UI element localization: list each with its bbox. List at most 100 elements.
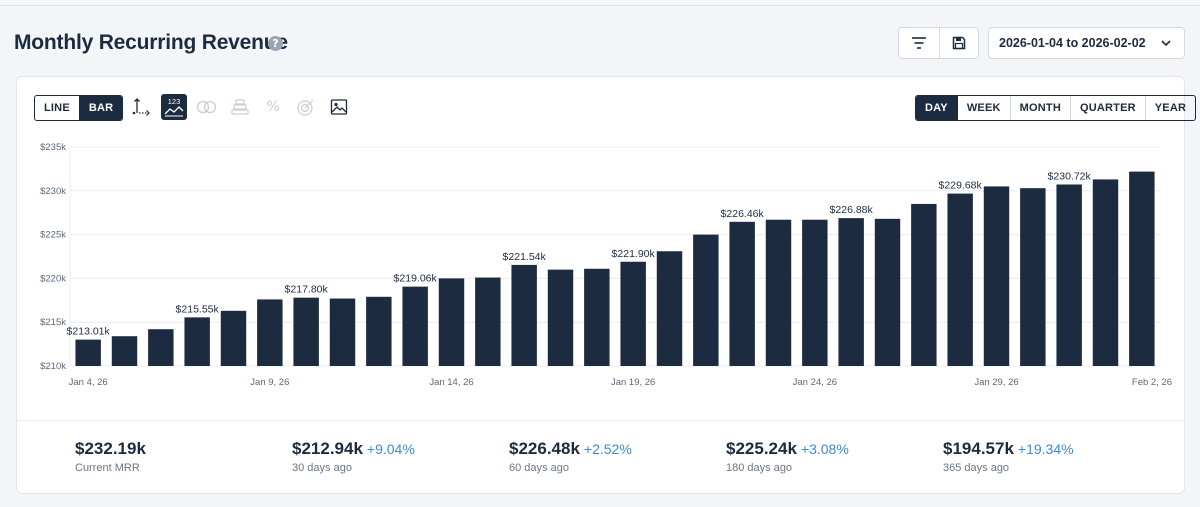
bar (75, 339, 101, 366)
export-image-button[interactable] (326, 94, 352, 120)
bar (402, 286, 428, 366)
bar (1020, 188, 1046, 366)
period-toggle: DAY WEEK MONTH QUARTER YEAR (915, 95, 1197, 121)
bar (220, 310, 247, 366)
bar (838, 218, 864, 366)
bar (366, 296, 392, 366)
period-year[interactable]: YEAR (1144, 96, 1195, 120)
bar (1092, 179, 1119, 366)
data-labels-icon: 123 (164, 97, 184, 117)
bar (1129, 171, 1155, 366)
bar (475, 277, 501, 366)
stat-current-mrr: $232.19k Current MRR (75, 439, 146, 474)
y-tick-label: $235k (40, 142, 66, 153)
stat-value: $226.48k (509, 439, 580, 458)
stack-icon (231, 99, 249, 115)
bar (184, 317, 210, 366)
y-tick-label: $215k (40, 317, 66, 328)
stat-label: 60 days ago (509, 462, 569, 474)
goal-button[interactable] (293, 94, 319, 120)
save-icon (952, 36, 965, 50)
y-tick-label: $220k (40, 273, 66, 284)
x-tick-label: Jan 29, 26 (974, 377, 1018, 388)
period-month[interactable]: MONTH (1009, 96, 1070, 120)
page-title: Monthly Recurring Revenue (14, 31, 288, 54)
help-icon[interactable]: ? (268, 36, 283, 51)
x-tick-label: Jan 24, 26 (793, 377, 837, 388)
bar (438, 278, 465, 366)
x-tick-label: Feb 2, 26 (1132, 377, 1172, 388)
bar (765, 219, 792, 366)
stat-change: +2.52% (583, 441, 632, 457)
y-tick-label: $230k (40, 186, 66, 197)
view-actions (898, 27, 979, 59)
line-chart-option[interactable]: LINE (44, 102, 70, 114)
period-day[interactable]: DAY (916, 96, 957, 120)
x-tick-label: Jan 19, 26 (611, 377, 655, 388)
bar (729, 221, 755, 366)
stat-label: 365 days ago (943, 462, 1010, 474)
date-range-select[interactable]: 2026-01-04 to 2026-02-02 (988, 27, 1185, 59)
bar (983, 186, 1010, 366)
x-tick-label: Jan 14, 26 (429, 377, 473, 388)
data-label: $230.72k (1048, 170, 1092, 182)
data-label: $217.80k (285, 284, 329, 296)
data-label: $215.55k (176, 303, 220, 315)
stat-365-days: $194.57k +19.34% 365 days ago (943, 439, 1074, 474)
y-tick-label: $225k (40, 230, 66, 241)
stat-change: +3.08% (800, 441, 849, 457)
save-button[interactable] (938, 28, 979, 58)
stat-60-days: $226.48k +2.52% 60 days ago (509, 439, 632, 474)
stat-change: +19.34% (1017, 441, 1074, 457)
bar (257, 299, 283, 366)
stat-value: $194.57k (943, 439, 1014, 458)
stat-label: Current MRR (75, 462, 140, 474)
bar (911, 203, 937, 366)
percent-icon: % (266, 99, 280, 115)
bar-chart-option[interactable]: BAR (78, 96, 123, 120)
bar (693, 234, 719, 366)
percent-button[interactable]: % (260, 94, 286, 120)
period-week[interactable]: WEEK (956, 96, 1010, 120)
bar (148, 329, 174, 366)
stat-value: $232.19k (75, 439, 146, 458)
x-tick-label: Jan 4, 26 (69, 377, 108, 388)
chart-type-toggle: LINE BAR (34, 95, 124, 121)
date-range-value: 2026-01-04 to 2026-02-02 (999, 36, 1146, 50)
stack-button[interactable] (227, 94, 253, 120)
stat-180-days: $225.24k +3.08% 180 days ago (726, 439, 849, 474)
period-quarter[interactable]: QUARTER (1069, 96, 1145, 120)
axis-icon (132, 98, 150, 116)
bar (547, 269, 574, 366)
bar (511, 264, 537, 366)
mrr-bar-chart: $210k $215k $220k $225k $230k $235k $213.01k $2… (40, 142, 1172, 388)
bar (111, 336, 138, 366)
bar (947, 193, 973, 366)
data-label: $213.01k (67, 326, 111, 338)
data-label: $226.88k (830, 204, 874, 216)
x-tick-label: Jan 9, 26 (250, 377, 289, 388)
stat-30-days: $212.94k +9.04% 30 days ago (292, 439, 415, 474)
compare-icon (196, 100, 217, 114)
data-label: $229.68k (939, 180, 983, 192)
bar (656, 251, 683, 366)
stat-value: $225.24k (726, 439, 797, 458)
bar (293, 297, 319, 366)
stats-divider (16, 420, 1185, 421)
stat-change: +9.04% (366, 441, 415, 457)
image-icon (330, 99, 348, 115)
bar (329, 298, 356, 366)
goal-icon (297, 99, 314, 116)
axis-toggle-button[interactable] (128, 94, 154, 120)
filter-button[interactable] (899, 28, 939, 58)
bar (1056, 184, 1082, 366)
y-tick-label: $210k (40, 361, 66, 372)
data-labels-button[interactable]: 123 (161, 94, 187, 120)
data-label: $226.46k (721, 208, 765, 220)
filter-icon (911, 37, 926, 49)
compare-button[interactable] (194, 94, 220, 120)
data-labels-icon-text: 123 (168, 97, 181, 106)
bar (584, 268, 610, 366)
data-label: $219.06k (394, 273, 438, 285)
top-border (0, 0, 1200, 6)
